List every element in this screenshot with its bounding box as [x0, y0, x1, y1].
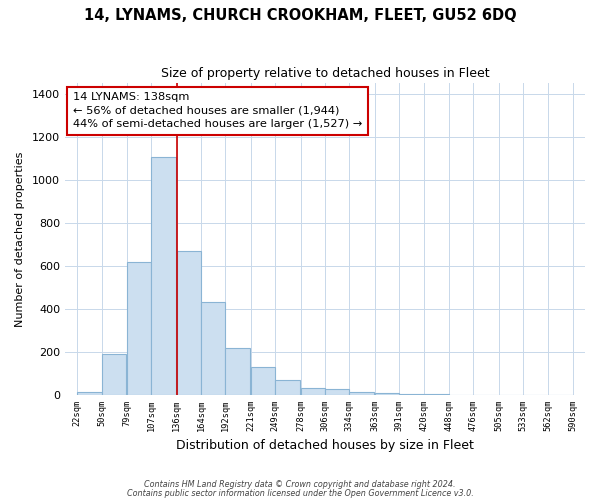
- Bar: [399, 394, 424, 395]
- Bar: [77, 392, 101, 395]
- Text: 14, LYNAMS, CHURCH CROOKHAM, FLEET, GU52 6DQ: 14, LYNAMS, CHURCH CROOKHAM, FLEET, GU52…: [83, 8, 517, 22]
- Text: Contains HM Land Registry data © Crown copyright and database right 2024.: Contains HM Land Registry data © Crown c…: [144, 480, 456, 489]
- Bar: [251, 367, 275, 395]
- X-axis label: Distribution of detached houses by size in Fleet: Distribution of detached houses by size …: [176, 440, 474, 452]
- Bar: [375, 392, 399, 395]
- Y-axis label: Number of detached properties: Number of detached properties: [15, 151, 25, 326]
- Bar: [349, 392, 374, 395]
- Bar: [127, 262, 151, 395]
- Bar: [325, 390, 349, 395]
- Bar: [201, 302, 226, 395]
- Title: Size of property relative to detached houses in Fleet: Size of property relative to detached ho…: [161, 68, 489, 80]
- Bar: [226, 348, 250, 395]
- Bar: [151, 157, 176, 395]
- Bar: [275, 380, 299, 395]
- Bar: [101, 354, 126, 395]
- Text: Contains public sector information licensed under the Open Government Licence v3: Contains public sector information licen…: [127, 488, 473, 498]
- Bar: [424, 394, 449, 395]
- Bar: [301, 388, 325, 395]
- Text: 14 LYNAMS: 138sqm
← 56% of detached houses are smaller (1,944)
44% of semi-detac: 14 LYNAMS: 138sqm ← 56% of detached hous…: [73, 92, 362, 129]
- Bar: [176, 251, 201, 395]
